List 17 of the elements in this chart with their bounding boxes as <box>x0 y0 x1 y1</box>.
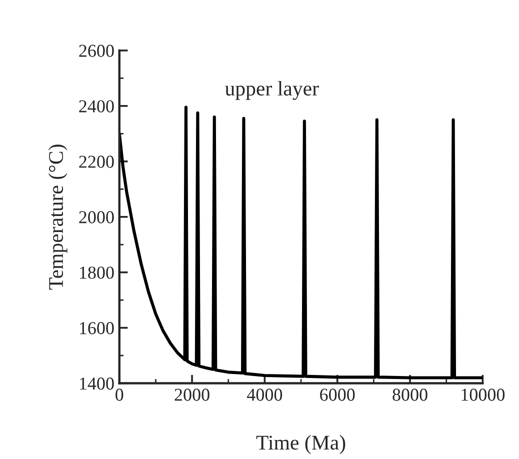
x-axis-title: Time (Ma) <box>256 435 346 454</box>
x-tick-label: 8000 <box>392 388 428 401</box>
y-tick-label: 2000 <box>79 211 114 224</box>
x-tick-label: 2000 <box>174 388 210 401</box>
y-axis-title: Temperature (°C) <box>48 144 68 290</box>
y-tick-label: 2200 <box>79 156 114 168</box>
y-tick-label: 2400 <box>79 100 114 112</box>
x-tick-label: 0 <box>116 388 124 401</box>
y-tick-label: 1600 <box>80 322 114 334</box>
x-tick-label: 6000 <box>320 388 355 401</box>
x-tick-label: 10000 <box>462 388 505 401</box>
x-tick-label: 4000 <box>246 388 282 401</box>
y-tick-label: 1800 <box>80 266 114 279</box>
y-tick-label: 2600 <box>79 44 114 57</box>
y-tick-label: 1400 <box>80 378 114 390</box>
annotation: upper layer <box>225 80 319 100</box>
line-series <box>119 106 483 380</box>
